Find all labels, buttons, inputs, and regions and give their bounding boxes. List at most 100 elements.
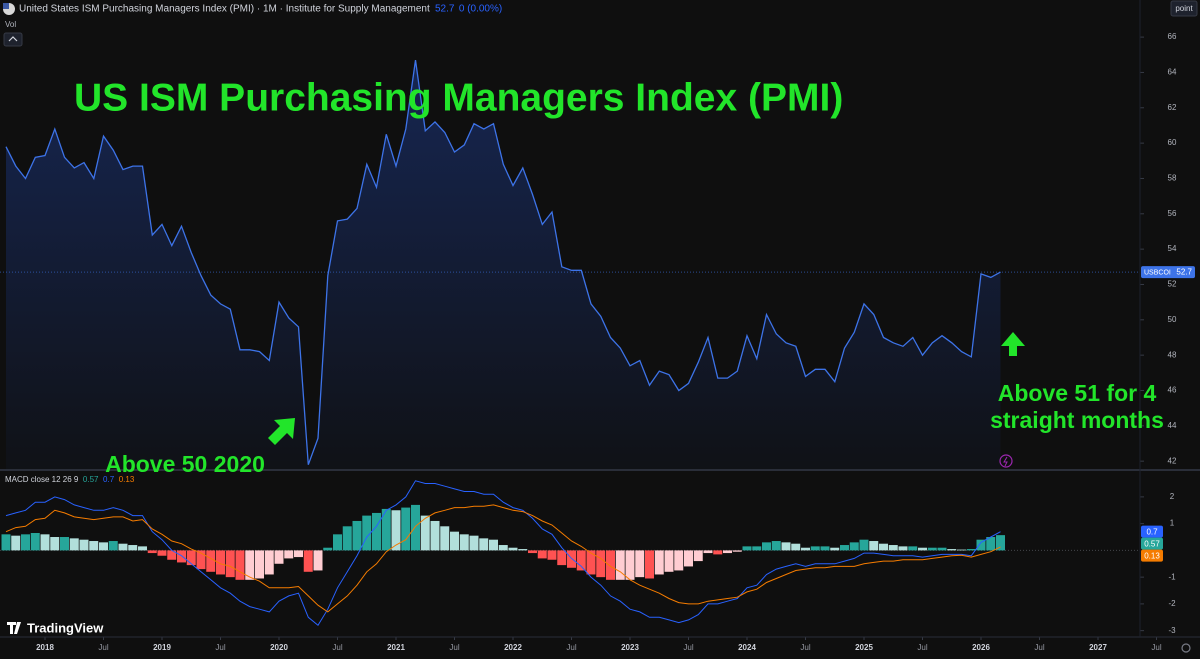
y-tick-label: 64 bbox=[1168, 68, 1177, 77]
y-tick-label: 54 bbox=[1168, 244, 1177, 253]
annotation-left: Above 50 2020 bbox=[105, 451, 265, 477]
histogram-bar bbox=[674, 550, 684, 571]
symbol-title: United States ISM Purchasing Managers In… bbox=[19, 4, 430, 15]
signal-line bbox=[5, 504, 1001, 613]
y-tick-label: 50 bbox=[1168, 315, 1177, 324]
histogram-bar bbox=[235, 550, 245, 580]
histogram-bar bbox=[450, 531, 459, 551]
histogram-bar bbox=[888, 545, 898, 551]
y-tick-label: 48 bbox=[1168, 350, 1177, 359]
change: 0 (0.00%) bbox=[459, 4, 502, 15]
histogram-bar bbox=[11, 535, 21, 551]
macd-legend: MACD close 12 26 9 bbox=[5, 475, 79, 484]
histogram-bar bbox=[849, 542, 859, 551]
histogram-bar bbox=[927, 547, 937, 551]
histogram-bar bbox=[167, 550, 177, 560]
histogram-bar bbox=[957, 549, 966, 551]
histogram-bar bbox=[518, 549, 528, 551]
histogram-bar bbox=[557, 550, 567, 566]
event-icon[interactable] bbox=[999, 454, 1013, 468]
volume-label: Vol bbox=[5, 20, 16, 29]
histogram-bar bbox=[528, 550, 537, 554]
histogram-bar bbox=[791, 543, 801, 551]
histogram-bar bbox=[206, 550, 216, 572]
histogram-bar bbox=[547, 550, 557, 560]
histogram-bar bbox=[69, 538, 79, 551]
histogram-bar bbox=[99, 542, 108, 551]
histogram-bar bbox=[264, 550, 274, 575]
value-tag-label: 0.57 bbox=[1144, 539, 1160, 548]
x-tick-label: 2020 bbox=[270, 643, 288, 652]
x-tick-label: 2019 bbox=[153, 643, 171, 652]
histogram-bar bbox=[157, 550, 167, 556]
brand-logo bbox=[7, 622, 21, 634]
histogram-bar bbox=[313, 550, 323, 571]
histogram-bar bbox=[508, 547, 518, 551]
line bbox=[5, 60, 1001, 465]
histogram-bar bbox=[274, 550, 284, 564]
histogram-bar bbox=[21, 534, 30, 551]
y-tick-label: 44 bbox=[1168, 421, 1177, 430]
panes: 42 44 46 48 50 52 54 56 58 60 62 64 66 2018 Jul 2019 Jul… bbox=[0, 32, 1195, 652]
histogram-bar bbox=[684, 550, 693, 567]
arrow-left bbox=[268, 418, 295, 445]
price-tag-name: USBCOI bbox=[1144, 269, 1171, 276]
histogram-bar bbox=[216, 550, 225, 575]
histogram-bar bbox=[440, 526, 450, 551]
annotation-right: Above 51 for 4 straight months bbox=[990, 380, 1164, 433]
histogram-bar bbox=[177, 550, 186, 563]
x-tick-label: Jul bbox=[683, 643, 693, 652]
histogram-bar bbox=[908, 546, 918, 551]
x-tick-label: Jul bbox=[215, 643, 225, 652]
histogram-bar bbox=[352, 520, 362, 551]
histogram-bar bbox=[586, 550, 596, 575]
histogram-bar bbox=[859, 539, 869, 551]
histogram-bar bbox=[645, 550, 654, 579]
histogram-bar bbox=[128, 545, 138, 551]
y-tick-label: 46 bbox=[1168, 386, 1177, 395]
x-tick-label: Jul bbox=[566, 643, 576, 652]
settings-icon[interactable] bbox=[1181, 643, 1191, 653]
scale-button-label: point bbox=[1175, 4, 1193, 13]
histogram-bar bbox=[947, 549, 957, 551]
arrow-right bbox=[1001, 332, 1025, 356]
y-tick-label: 58 bbox=[1168, 174, 1177, 183]
histogram-bar bbox=[79, 539, 89, 551]
histogram-bar bbox=[186, 550, 196, 566]
macd-legend-signal: 0.13 bbox=[119, 475, 135, 484]
histogram-bar bbox=[625, 550, 635, 580]
histogram-bar bbox=[245, 550, 255, 580]
value-tag bbox=[1141, 549, 1163, 562]
y-tick-label: 42 bbox=[1168, 456, 1177, 465]
histogram-bar bbox=[372, 512, 381, 551]
macd-legend-macd: 0.7 bbox=[103, 475, 115, 484]
collapse-icon bbox=[8, 36, 18, 42]
histogram-bar bbox=[762, 542, 771, 551]
histogram-bar bbox=[918, 547, 927, 551]
histogram-bar bbox=[723, 550, 732, 554]
histogram-bar bbox=[596, 550, 606, 578]
histogram-bar bbox=[1, 534, 11, 551]
area bbox=[6, 60, 1001, 470]
histogram-bar bbox=[986, 537, 996, 551]
histogram-bar bbox=[713, 550, 723, 555]
value-tag bbox=[1141, 525, 1163, 538]
histogram-bar bbox=[333, 534, 342, 551]
histogram-bar bbox=[323, 547, 333, 551]
value-tag bbox=[1141, 537, 1163, 550]
y-tick-label: -3 bbox=[1168, 626, 1176, 635]
y-tick-label: -2 bbox=[1168, 599, 1176, 608]
histogram-bar bbox=[801, 547, 810, 551]
histogram-bar bbox=[362, 515, 372, 551]
histogram-bar bbox=[459, 534, 469, 551]
x-tick-label: Jul bbox=[800, 643, 810, 652]
histogram-bar bbox=[635, 550, 645, 578]
histogram-bar bbox=[401, 507, 411, 551]
collapse-button[interactable] bbox=[3, 32, 23, 47]
scale-button[interactable] bbox=[1170, 0, 1198, 17]
x-tick-label: 2021 bbox=[387, 643, 405, 652]
macd-legend-histogram: 0.57 bbox=[83, 475, 99, 484]
histogram-bar bbox=[771, 541, 781, 551]
